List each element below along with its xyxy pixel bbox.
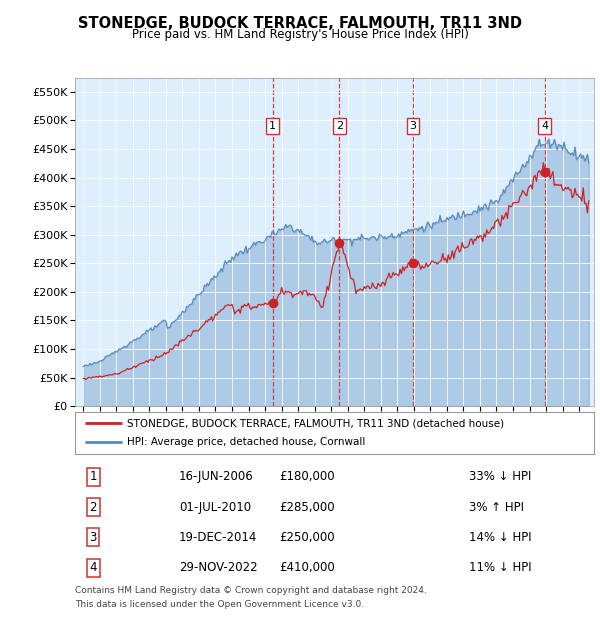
Text: 29-NOV-2022: 29-NOV-2022 — [179, 561, 257, 574]
Text: STONEDGE, BUDOCK TERRACE, FALMOUTH, TR11 3ND (detached house): STONEDGE, BUDOCK TERRACE, FALMOUTH, TR11… — [127, 418, 504, 428]
Text: Contains HM Land Registry data © Crown copyright and database right 2024.: Contains HM Land Registry data © Crown c… — [75, 586, 427, 595]
Text: HPI: Average price, detached house, Cornwall: HPI: Average price, detached house, Corn… — [127, 438, 365, 448]
Text: 3% ↑ HPI: 3% ↑ HPI — [469, 501, 524, 513]
Text: 33% ↓ HPI: 33% ↓ HPI — [469, 471, 532, 484]
Text: 14% ↓ HPI: 14% ↓ HPI — [469, 531, 532, 544]
Text: 1: 1 — [269, 121, 276, 131]
Text: 3: 3 — [410, 121, 416, 131]
Text: £250,000: £250,000 — [279, 531, 335, 544]
Text: 2: 2 — [89, 501, 97, 513]
Text: 1: 1 — [89, 471, 97, 484]
Text: This data is licensed under the Open Government Licence v3.0.: This data is licensed under the Open Gov… — [75, 600, 364, 609]
Text: 4: 4 — [541, 121, 548, 131]
Text: 01-JUL-2010: 01-JUL-2010 — [179, 501, 251, 513]
Text: £285,000: £285,000 — [279, 501, 335, 513]
Text: Price paid vs. HM Land Registry's House Price Index (HPI): Price paid vs. HM Land Registry's House … — [131, 28, 469, 41]
Text: 4: 4 — [89, 561, 97, 574]
Text: 16-JUN-2006: 16-JUN-2006 — [179, 471, 254, 484]
Text: 2: 2 — [336, 121, 343, 131]
Text: 11% ↓ HPI: 11% ↓ HPI — [469, 561, 532, 574]
Text: 19-DEC-2014: 19-DEC-2014 — [179, 531, 257, 544]
Text: 3: 3 — [89, 531, 97, 544]
Text: STONEDGE, BUDOCK TERRACE, FALMOUTH, TR11 3ND: STONEDGE, BUDOCK TERRACE, FALMOUTH, TR11… — [78, 16, 522, 30]
Text: £410,000: £410,000 — [279, 561, 335, 574]
Text: £180,000: £180,000 — [279, 471, 335, 484]
